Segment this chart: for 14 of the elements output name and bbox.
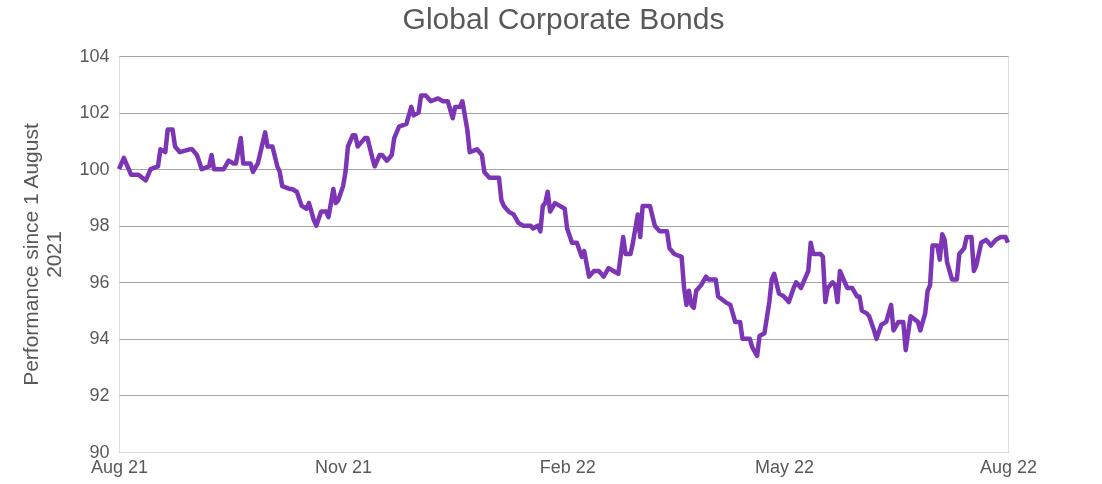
x-tick-label: May 22 <box>754 456 814 477</box>
y-tick-label: 104 <box>79 45 110 66</box>
y-tick-label: 94 <box>89 328 110 349</box>
y-tick-label: 96 <box>89 271 110 292</box>
y-axis-title: Performance since 1 August 2021 <box>19 123 66 386</box>
y-tick-label: 102 <box>79 102 110 123</box>
line-series <box>116 93 1011 359</box>
x-tick-label: Nov 21 <box>315 456 373 477</box>
chart-title: Global Corporate Bonds <box>402 2 725 35</box>
y-tick-label: 100 <box>79 158 110 179</box>
x-tick-label: Feb 22 <box>539 456 596 477</box>
y-tick-label: 92 <box>89 384 110 405</box>
x-tick-label: Aug 22 <box>979 456 1038 477</box>
y-tick-label: 98 <box>89 215 110 236</box>
